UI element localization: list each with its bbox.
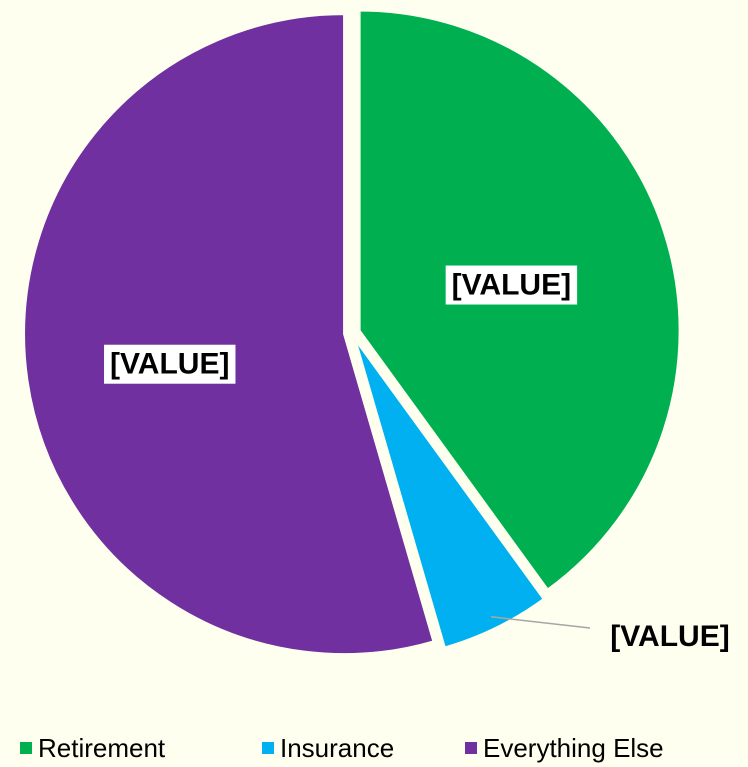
data-label-background bbox=[445, 265, 578, 305]
data-label: [VALUE] bbox=[452, 269, 571, 302]
pie-slice bbox=[354, 339, 546, 649]
legend-marker bbox=[465, 742, 477, 754]
legend-label: Everything Else bbox=[483, 733, 664, 763]
pie-slice bbox=[23, 13, 435, 656]
data-label: [VALUE] bbox=[110, 348, 229, 381]
legend-marker bbox=[262, 742, 274, 754]
data-label: [VALUE] bbox=[610, 620, 729, 653]
data-label-background bbox=[104, 344, 236, 384]
leader-line bbox=[490, 616, 591, 629]
legend-label: Insurance bbox=[280, 733, 394, 763]
legend-marker bbox=[20, 742, 32, 754]
legend-label: Retirement bbox=[38, 733, 166, 763]
